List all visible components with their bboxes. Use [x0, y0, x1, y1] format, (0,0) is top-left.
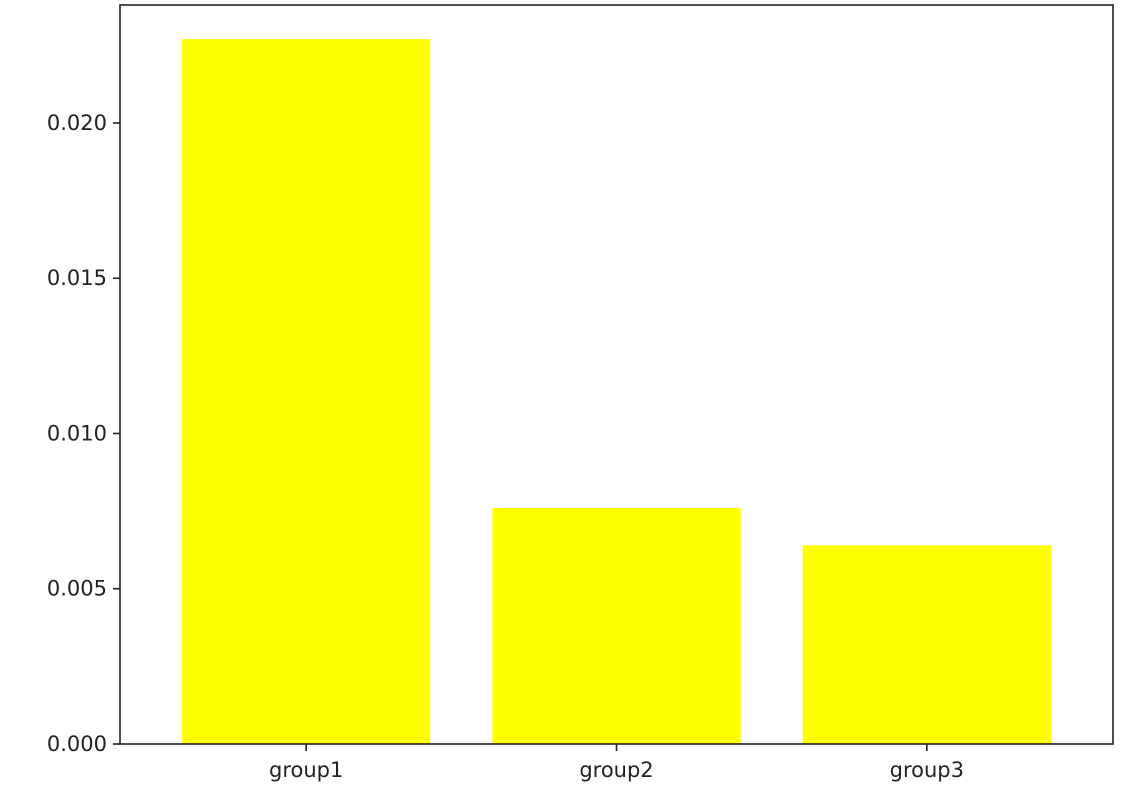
y-tick-label: 0.005 — [47, 577, 107, 601]
bar-group1 — [182, 39, 431, 745]
bars-layer — [182, 39, 1051, 745]
x-tick-label-group3: group3 — [890, 758, 964, 782]
y-tick-label: 0.015 — [47, 266, 107, 290]
y-tick-label: 0.010 — [47, 421, 107, 445]
x-axis: group1 group2 group3 — [269, 744, 964, 782]
bar-group2 — [492, 508, 741, 744]
bar-group3 — [802, 545, 1051, 744]
y-tick-label: 0.000 — [47, 732, 107, 756]
y-axis: 0.000 0.005 0.010 0.015 0.020 — [47, 111, 120, 756]
x-tick-label-group1: group1 — [269, 758, 343, 782]
y-tick-label: 0.020 — [47, 111, 107, 135]
x-tick-label-group2: group2 — [579, 758, 653, 782]
